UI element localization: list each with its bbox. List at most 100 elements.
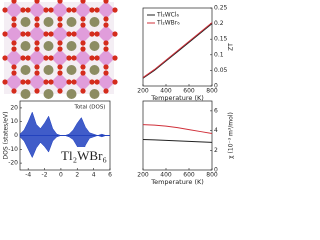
atom-halide xyxy=(2,31,8,37)
atom-halide xyxy=(80,0,86,4)
atom-halide xyxy=(112,55,118,61)
octahedron xyxy=(74,49,92,67)
octahedron xyxy=(5,1,23,19)
atom-halide xyxy=(2,79,8,85)
atom-halide xyxy=(103,16,109,22)
atom-halide xyxy=(11,16,17,22)
octahedron xyxy=(74,1,92,19)
atom-halide xyxy=(11,70,17,76)
atom-halide xyxy=(66,55,72,61)
x-tick-label: 600 xyxy=(183,172,195,179)
atom-tl xyxy=(43,89,54,99)
atom-halide xyxy=(57,22,63,28)
atom-halide xyxy=(48,7,54,13)
atom-tl xyxy=(66,17,77,27)
atom-halide xyxy=(20,79,26,85)
x-tick-label: 600 xyxy=(183,88,195,95)
atom-halide xyxy=(80,46,86,52)
dos-area xyxy=(19,111,110,136)
atom-halide xyxy=(71,79,77,85)
atom-halide xyxy=(57,64,63,70)
atom-halide xyxy=(34,0,40,4)
atom-halide xyxy=(20,7,26,13)
octahedron xyxy=(74,73,92,91)
atom-halide xyxy=(80,16,86,22)
atom-tl xyxy=(43,41,54,51)
atom-tl xyxy=(89,41,100,51)
y-tick-label: 6 xyxy=(214,107,218,114)
figure: 200 400 600 80000.050.10.150.20.25Temperatu… xyxy=(2,0,235,186)
octahedron xyxy=(51,1,69,19)
atom-halide xyxy=(89,55,95,61)
label-bg xyxy=(60,147,108,165)
annotation: Total (DOS) xyxy=(74,105,106,111)
x-tick-label: 200 xyxy=(137,172,149,179)
atom-halide xyxy=(11,0,17,4)
x-axis-label: Temperature (K) xyxy=(150,178,204,186)
y-tick-label: 10 xyxy=(10,118,18,125)
atom-halide xyxy=(11,22,17,28)
y-tick-label: 0.2 xyxy=(214,20,224,27)
atom-halide xyxy=(43,7,49,13)
atom-halide xyxy=(94,79,100,85)
crystal-structure xyxy=(2,0,118,99)
x-tick-label: 800 xyxy=(206,172,218,179)
atom-halide xyxy=(25,31,31,37)
y-tick-label: 0.1 xyxy=(214,51,224,58)
compound-label: Tl₂WBr₆ xyxy=(61,148,107,163)
y-axis-label: DOS (states/eV) xyxy=(3,112,10,160)
octahedron xyxy=(28,1,46,19)
legend-label: Tl₂WBr₆ xyxy=(156,20,180,27)
atom-halide xyxy=(57,0,63,4)
atom-halide xyxy=(71,55,77,61)
atom-halide xyxy=(25,7,31,13)
atom-halide xyxy=(71,7,77,13)
atom-halide xyxy=(89,7,95,13)
x-tick-label: 800 xyxy=(206,88,218,95)
atom-halide xyxy=(11,88,17,94)
atom-halide xyxy=(80,64,86,70)
plot-frame xyxy=(142,100,213,171)
atom-halide xyxy=(20,31,26,37)
legend-label: Tl₂WCl₆ xyxy=(156,12,180,19)
atom-tl xyxy=(43,65,54,75)
x-tick-label: 400 xyxy=(160,88,172,95)
y-tick-label: 0 xyxy=(214,167,218,174)
plot-frame xyxy=(142,7,213,87)
atom-halide xyxy=(11,64,17,70)
octahedron xyxy=(97,73,115,91)
octahedron xyxy=(51,73,69,91)
y-axis-label: χ (10⁻³ m³/mol) xyxy=(228,112,235,159)
atom-halide xyxy=(48,79,54,85)
series-line xyxy=(142,22,213,78)
atom-halide xyxy=(103,46,109,52)
atom-halide xyxy=(80,22,86,28)
atom-halide xyxy=(112,7,118,13)
atom-tl xyxy=(20,89,31,99)
x-tick-label: 2 xyxy=(75,172,79,179)
octahedron xyxy=(5,49,23,67)
atom-halide xyxy=(25,55,31,61)
x-tick-label: 0 xyxy=(59,172,63,179)
x-tick-label: -2 xyxy=(42,172,48,179)
atom-halide xyxy=(103,0,109,4)
atom-halide xyxy=(43,79,49,85)
x-tick-label: 400 xyxy=(160,172,172,179)
atom-halide xyxy=(43,31,49,37)
octahedron xyxy=(74,25,92,43)
y-tick-label: 0.25 xyxy=(214,5,228,12)
atom-halide xyxy=(34,64,40,70)
atom-tl xyxy=(66,89,77,99)
atom-halide xyxy=(103,64,109,70)
atom-halide xyxy=(103,22,109,28)
atom-halide xyxy=(66,31,72,37)
y-tick-label: -10 xyxy=(8,146,18,153)
atom-halide xyxy=(80,40,86,46)
atom-halide xyxy=(89,31,95,37)
atom-halide xyxy=(112,31,118,37)
atom-halide xyxy=(25,79,31,85)
atom-halide xyxy=(48,31,54,37)
atom-halide xyxy=(34,88,40,94)
atom-halide xyxy=(2,55,8,61)
atom-tl xyxy=(89,89,100,99)
